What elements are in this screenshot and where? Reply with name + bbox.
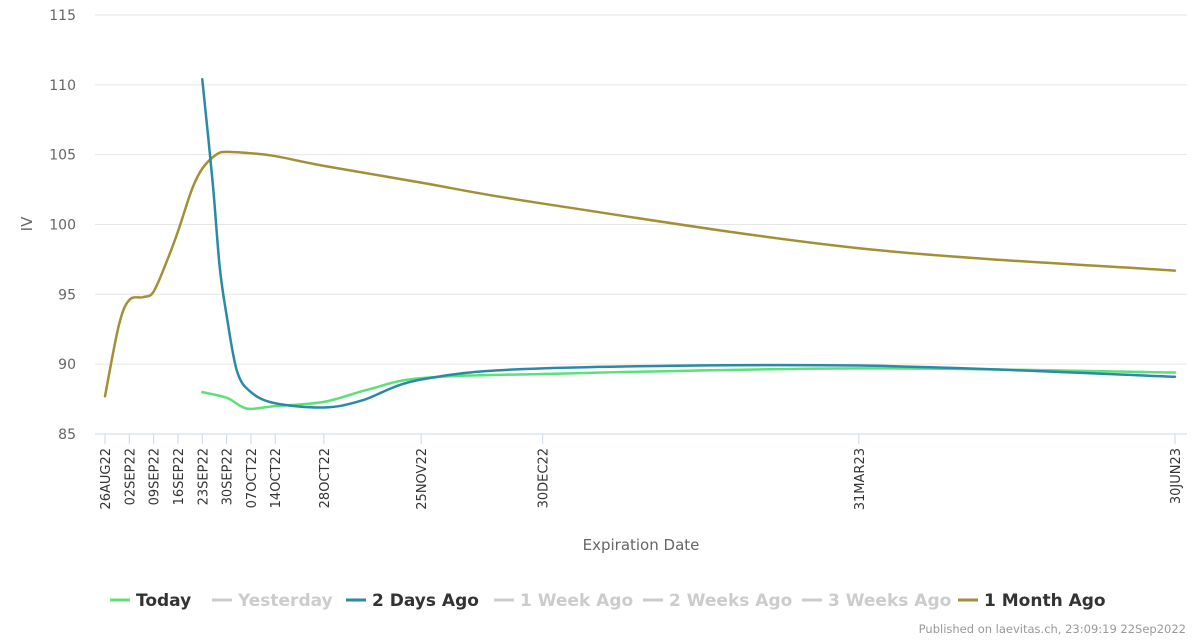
y-axis-title: IV (18, 216, 36, 231)
series-line-2-days-ago[interactable] (201, 78, 1177, 409)
y-axis: 85 90 95 100 105 110 115 (49, 8, 76, 443)
x-axis: 26AUG22 02SEP22 09SEP22 16SEP22 23SEP22 30SEP… (95, 433, 1187, 510)
legend-label: 1 Month Ago (984, 591, 1106, 611)
x-tick-label: 28OCT22 (318, 448, 333, 508)
series-line-today[interactable] (201, 367, 1177, 411)
x-tick-label: 30SEP22 (221, 448, 236, 505)
legend-item-1-week-ago[interactable]: 1 Week Ago (494, 591, 633, 611)
legend-item-1-month-ago[interactable]: 1 Month Ago (958, 591, 1106, 611)
x-tick-label: 09SEP22 (148, 448, 163, 505)
x-tick-label: 16SEP22 (172, 448, 187, 505)
legend-item-2-days-ago[interactable]: 2 Days Ago (346, 591, 479, 611)
x-tick-label: 26AUG22 (99, 448, 114, 510)
series-line-1-month-ago[interactable] (103, 150, 1177, 398)
legend-item-3-weeks-ago[interactable]: 3 Weeks Ago (802, 591, 951, 611)
y-tick-label: 95 (58, 287, 76, 303)
x-tick-label: 25NOV22 (415, 448, 430, 510)
credit-text: Published on laevitas.ch, 23:09:19 22Sep… (919, 622, 1186, 636)
legend-label: 3 Weeks Ago (828, 591, 951, 611)
gridlines (95, 14, 1187, 365)
x-tick-label: 14OCT22 (269, 448, 284, 508)
legend: Today Yesterday 2 Days Ago 1 Week Ago 2 Week… (110, 591, 1106, 611)
legend-label: Yesterday (237, 591, 333, 611)
y-tick-label: 90 (58, 357, 76, 373)
x-tick-label: 30DEC22 (537, 448, 552, 508)
x-tick-label: 23SEP22 (196, 448, 211, 505)
x-axis-title: Expiration Date (583, 536, 700, 554)
x-tick-label: 02SEP22 (123, 448, 138, 505)
y-tick-label: 85 (58, 427, 76, 443)
y-tick-label: 110 (49, 78, 76, 94)
legend-label: 2 Days Ago (372, 591, 479, 611)
y-tick-label: 105 (49, 148, 76, 164)
x-tick-label: 30JUN23 (1169, 448, 1184, 504)
legend-label: 2 Weeks Ago (669, 591, 792, 611)
legend-item-today[interactable]: Today (110, 591, 191, 611)
y-tick-label: 100 (49, 218, 76, 234)
x-tick-label: 31MAR23 (853, 448, 868, 510)
series-lines (103, 78, 1177, 411)
y-tick-label: 115 (49, 8, 76, 24)
legend-item-2-weeks-ago[interactable]: 2 Weeks Ago (643, 591, 792, 611)
legend-item-yesterday[interactable]: Yesterday (212, 591, 333, 611)
legend-label: Today (136, 591, 191, 611)
legend-label: 1 Week Ago (520, 591, 633, 611)
x-tick-label: 07OCT22 (245, 448, 260, 508)
